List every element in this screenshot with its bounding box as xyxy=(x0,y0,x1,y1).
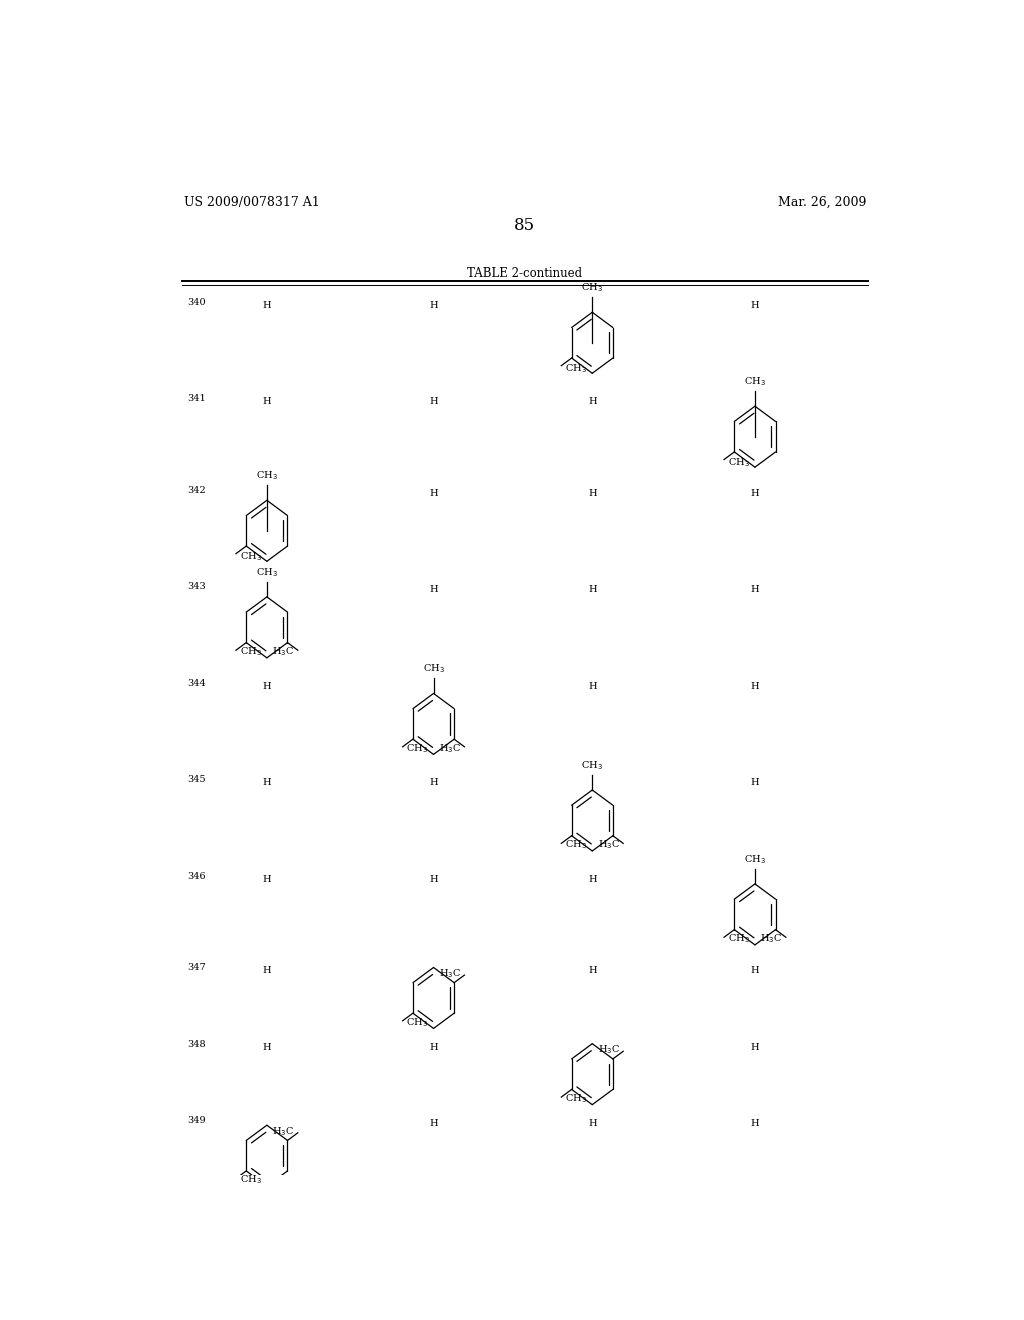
Text: 349: 349 xyxy=(187,1115,206,1125)
Text: H: H xyxy=(751,488,759,498)
Text: CH$_3$: CH$_3$ xyxy=(728,932,750,945)
Text: CH$_3$: CH$_3$ xyxy=(407,1016,428,1028)
Text: H: H xyxy=(588,397,597,407)
Text: 345: 345 xyxy=(187,775,206,784)
Text: H: H xyxy=(262,682,271,690)
Text: 348: 348 xyxy=(187,1040,206,1048)
Text: H: H xyxy=(588,488,597,498)
Text: H: H xyxy=(751,1043,759,1052)
Text: H: H xyxy=(262,875,271,884)
Text: H: H xyxy=(588,1119,597,1127)
Text: Mar. 26, 2009: Mar. 26, 2009 xyxy=(777,195,866,209)
Text: CH$_3$: CH$_3$ xyxy=(728,457,750,469)
Text: H$_3$C: H$_3$C xyxy=(272,1125,294,1138)
Text: H$_3$C: H$_3$C xyxy=(598,838,620,851)
Text: H$_3$C: H$_3$C xyxy=(439,742,461,755)
Text: CH$_3$: CH$_3$ xyxy=(582,281,603,294)
Text: 342: 342 xyxy=(187,486,206,495)
Text: 340: 340 xyxy=(187,297,206,306)
Text: H: H xyxy=(429,585,438,594)
Text: CH$_3$: CH$_3$ xyxy=(407,742,428,755)
Text: 344: 344 xyxy=(187,678,206,688)
Text: H: H xyxy=(429,488,438,498)
Text: CH$_3$: CH$_3$ xyxy=(240,550,261,564)
Text: H: H xyxy=(429,397,438,407)
Text: H: H xyxy=(751,585,759,594)
Text: H: H xyxy=(429,1119,438,1127)
Text: H$_3$C: H$_3$C xyxy=(760,932,782,945)
Text: H: H xyxy=(751,966,759,975)
Text: CH$_3$: CH$_3$ xyxy=(256,469,278,482)
Text: H: H xyxy=(262,1043,271,1052)
Text: H: H xyxy=(262,966,271,975)
Text: CH$_3$: CH$_3$ xyxy=(565,362,587,375)
Text: H: H xyxy=(751,301,759,310)
Text: CH$_3$: CH$_3$ xyxy=(565,838,587,851)
Text: H$_3$C: H$_3$C xyxy=(272,645,294,659)
Text: H: H xyxy=(429,875,438,884)
Text: CH$_3$: CH$_3$ xyxy=(565,1092,587,1105)
Text: H: H xyxy=(429,779,438,788)
Text: 85: 85 xyxy=(514,218,536,235)
Text: CH$_3$: CH$_3$ xyxy=(744,853,766,866)
Text: H: H xyxy=(751,779,759,788)
Text: 346: 346 xyxy=(187,873,206,880)
Text: H: H xyxy=(588,585,597,594)
Text: CH$_3$: CH$_3$ xyxy=(240,1173,261,1187)
Text: CH$_3$: CH$_3$ xyxy=(240,645,261,659)
Text: 343: 343 xyxy=(187,582,206,591)
Text: H: H xyxy=(429,301,438,310)
Text: H: H xyxy=(429,1043,438,1052)
Text: H: H xyxy=(262,301,271,310)
Text: TABLE 2-continued: TABLE 2-continued xyxy=(467,267,583,280)
Text: H: H xyxy=(751,1119,759,1127)
Text: CH$_3$: CH$_3$ xyxy=(256,566,278,578)
Text: H: H xyxy=(588,875,597,884)
Text: 341: 341 xyxy=(187,395,206,403)
Text: H: H xyxy=(588,966,597,975)
Text: H$_3$C: H$_3$C xyxy=(439,968,461,979)
Text: H: H xyxy=(588,682,597,690)
Text: CH$_3$: CH$_3$ xyxy=(582,759,603,772)
Text: H: H xyxy=(751,682,759,690)
Text: 347: 347 xyxy=(187,964,206,973)
Text: H$_3$C: H$_3$C xyxy=(598,1043,620,1056)
Text: H: H xyxy=(262,397,271,407)
Text: CH$_3$: CH$_3$ xyxy=(744,375,766,388)
Text: CH$_3$: CH$_3$ xyxy=(423,663,444,675)
Text: US 2009/0078317 A1: US 2009/0078317 A1 xyxy=(183,195,319,209)
Text: H: H xyxy=(262,779,271,788)
